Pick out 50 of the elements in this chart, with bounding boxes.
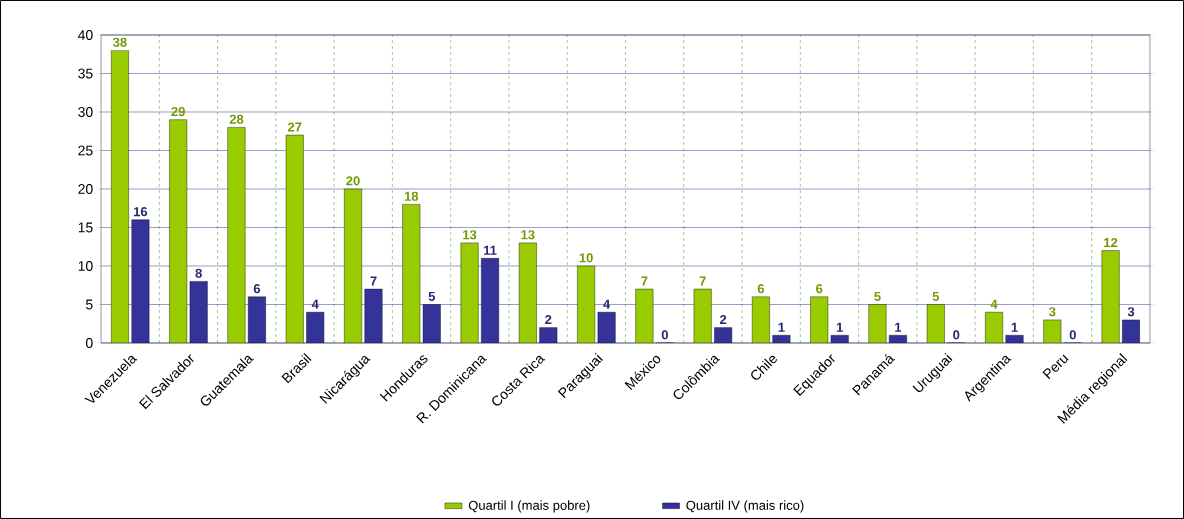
data-label: 28 xyxy=(229,114,244,124)
data-label: 4 xyxy=(603,299,611,309)
bar xyxy=(131,219,150,343)
data-label: 16 xyxy=(133,207,148,217)
y-tick-label: 10 xyxy=(78,261,93,271)
y-tick-label: 20 xyxy=(78,184,93,194)
data-label: 10 xyxy=(579,253,593,263)
data-label: 5 xyxy=(428,291,436,301)
data-label: 4 xyxy=(311,299,319,309)
data-label: 6 xyxy=(757,284,765,294)
y-tick-label: 15 xyxy=(78,222,93,233)
y-tick-label: 35 xyxy=(78,68,93,79)
data-label: 6 xyxy=(816,284,823,294)
data-label: 13 xyxy=(521,230,535,240)
data-label: 0 xyxy=(953,330,960,340)
data-label: 18 xyxy=(404,191,419,201)
data-label: 5 xyxy=(874,291,881,301)
data-label: 6 xyxy=(253,284,261,294)
data-label: 12 xyxy=(1104,237,1118,248)
data-label: 20 xyxy=(346,176,360,186)
data-label: 3 xyxy=(1049,307,1056,317)
data-label: 1 xyxy=(1011,322,1018,332)
data-label: 2 xyxy=(545,314,552,325)
bar xyxy=(364,288,383,343)
data-label: 7 xyxy=(641,276,648,286)
data-label: 38 xyxy=(112,37,127,47)
y-tick-label: 40 xyxy=(77,30,93,40)
data-label: 2 xyxy=(719,314,727,325)
legend-label: Quartil I (mais pobre) xyxy=(468,500,590,513)
data-label: 3 xyxy=(1127,307,1135,317)
data-label: 13 xyxy=(463,230,477,240)
bar xyxy=(481,258,499,343)
data-label: 29 xyxy=(171,106,185,117)
data-label: 8 xyxy=(195,268,202,278)
data-label: 0 xyxy=(1069,330,1076,340)
data-label: 7 xyxy=(699,276,706,286)
y-tick-label: 30 xyxy=(78,107,93,117)
data-label: 0 xyxy=(661,330,668,340)
y-tick-label: 5 xyxy=(85,299,93,310)
y-tick-label: 25 xyxy=(78,145,93,156)
data-label: 11 xyxy=(483,245,497,255)
data-label: 1 xyxy=(778,322,785,332)
data-label: 1 xyxy=(836,322,843,332)
data-label: 1 xyxy=(895,322,902,332)
data-label: 27 xyxy=(287,122,302,132)
legend-label: Quartil IV (mais rico) xyxy=(686,500,804,513)
data-label: 7 xyxy=(370,276,377,286)
data-label: 4 xyxy=(990,299,998,309)
data-label: 5 xyxy=(932,291,940,301)
y-tick-label: 0 xyxy=(85,338,93,348)
